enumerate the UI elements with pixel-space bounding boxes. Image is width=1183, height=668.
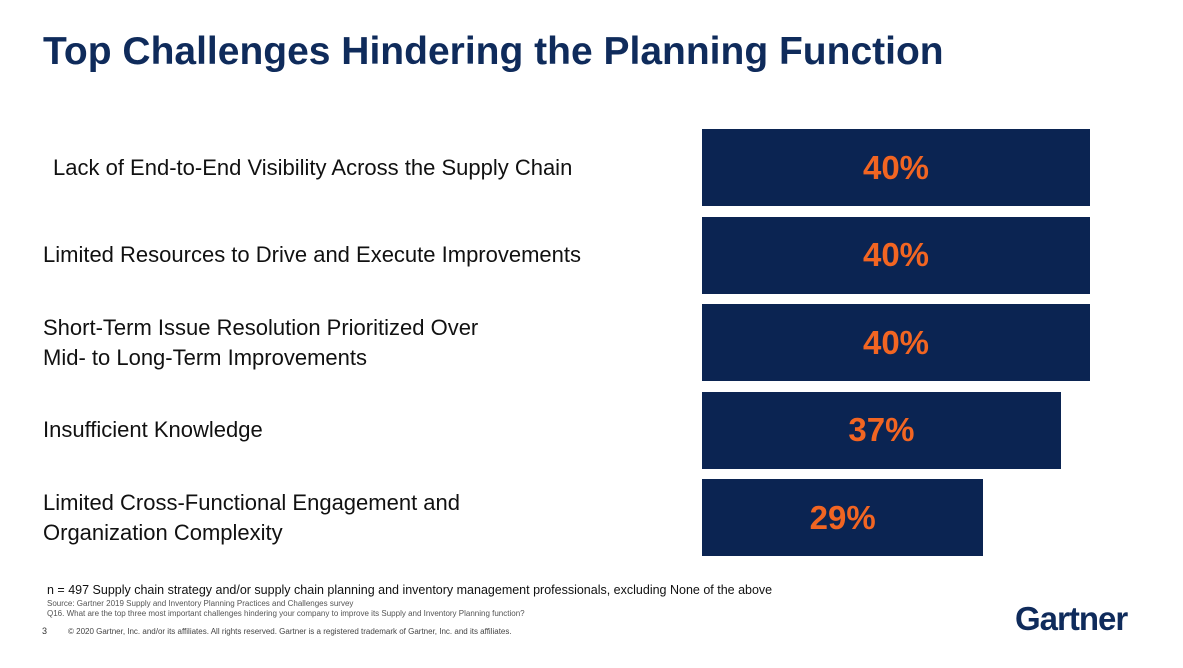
category-label: Limited Resources to Drive and Execute I…	[43, 242, 582, 267]
copyright: © 2020 Gartner, Inc. and/or its affiliat…	[68, 627, 512, 636]
sample-note: n = 497 Supply chain strategy and/or sup…	[47, 583, 773, 597]
value-label: 29%	[809, 498, 876, 536]
value-label: 40%	[862, 236, 930, 273]
bar	[702, 479, 984, 556]
bar	[702, 216, 1090, 294]
chart-title: Top Challenges Hindering the Planning Fu…	[43, 30, 944, 73]
value-label: 40%	[862, 323, 930, 361]
category-label: Limited Cross-Functional Engagement and …	[43, 489, 461, 545]
category-label: Short-Term Issue Resolution Prioritized …	[43, 314, 479, 370]
bar	[702, 391, 1061, 469]
category-label: Lack of End-to-End Visibility Across the…	[53, 154, 573, 180]
page-number: 3	[42, 626, 48, 636]
bar	[702, 129, 1090, 206]
source-note: Source: Gartner 2019 Supply and Inventor…	[47, 599, 354, 608]
bar	[702, 304, 1090, 381]
question-note: Q16. What are the top three most importa…	[47, 609, 525, 618]
category-label: Insufficient Knowledge	[43, 417, 263, 442]
value-label: 40%	[862, 148, 930, 186]
logo: Gartner	[1015, 600, 1128, 637]
value-label: 37%	[848, 411, 915, 448]
